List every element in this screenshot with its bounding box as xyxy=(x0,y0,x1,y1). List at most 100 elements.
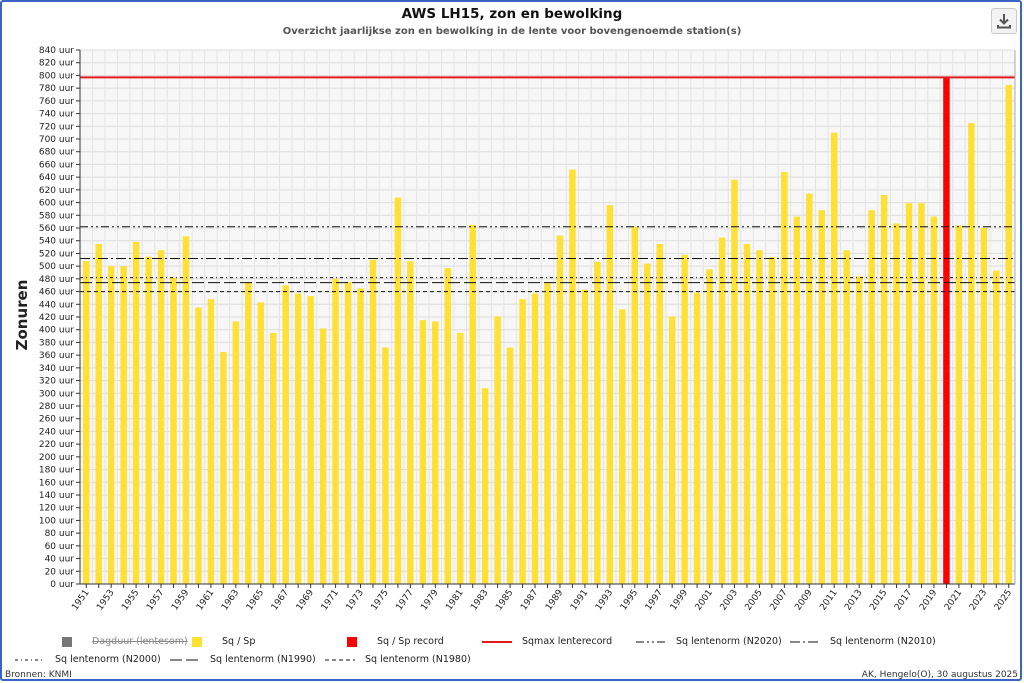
y-tick-label: 820 uur xyxy=(39,59,74,69)
bar-1970 xyxy=(319,328,327,584)
bar-1977 xyxy=(407,261,414,584)
y-tick-label: 220 uur xyxy=(39,440,74,450)
y-tick-label: 740 uur xyxy=(39,110,74,120)
bar-1993 xyxy=(606,205,614,584)
y-tick-label: 420 uur xyxy=(39,313,74,323)
x-tick-label: 1997 xyxy=(644,588,665,612)
x-tick-label: 2023 xyxy=(968,588,989,612)
legend-label: Sqmax lenterecord xyxy=(522,636,613,647)
y-tick-label: 600 uur xyxy=(39,199,74,209)
y-tick-label: 620 uur xyxy=(39,186,74,196)
y-tick-label: 560 uur xyxy=(39,224,74,234)
bar-2006 xyxy=(768,257,776,584)
y-tick-label: 800 uur xyxy=(39,71,74,81)
bar-1951 xyxy=(82,261,90,584)
x-tick-label: 1951 xyxy=(70,588,91,612)
x-tick-label: 2011 xyxy=(818,588,839,612)
y-tick-label: 340 uur xyxy=(39,364,74,374)
y-tick-label: 640 uur xyxy=(39,173,74,183)
sources-text: Bronnen: KNMI xyxy=(5,670,72,680)
bar-2014 xyxy=(868,210,875,584)
bar-2023 xyxy=(980,228,988,584)
y-tick-label: 840 uur xyxy=(39,46,74,56)
y-tick-label: 480 uur xyxy=(39,275,74,285)
bar-1995 xyxy=(631,226,639,584)
legend-label: Sq lentenorm (N2020) xyxy=(676,636,782,647)
y-tick-label: 780 uur xyxy=(39,84,74,94)
x-tick-label: 1977 xyxy=(394,588,415,612)
credit-text: AK, Hengelo(O), 30 augustus 2025 xyxy=(861,670,1018,680)
y-tick-label: 680 uur xyxy=(39,148,74,158)
bar-1965 xyxy=(257,302,265,584)
chart-title: AWS LH15, zon en bewolking xyxy=(401,6,623,22)
bar-1990 xyxy=(569,169,576,584)
bar-1998 xyxy=(668,316,676,584)
x-tick-label: 2017 xyxy=(893,588,914,612)
bar-1952 xyxy=(95,243,102,584)
bar-1991 xyxy=(581,289,589,584)
x-tick-label: 2001 xyxy=(694,588,715,612)
bar-2002 xyxy=(718,237,726,585)
legend-line-icon xyxy=(790,641,820,643)
y-tick-label: 700 uur xyxy=(39,135,74,145)
legend-line-icon xyxy=(636,641,666,643)
legend-label: Sq / Sp xyxy=(222,636,256,647)
bar-2009 xyxy=(806,193,813,584)
download-button[interactable] xyxy=(991,8,1017,34)
y-tick-label: 200 uur xyxy=(39,453,74,463)
y-axis-label: Zonuren xyxy=(13,279,31,351)
bar-1960 xyxy=(195,307,202,584)
bar-1963 xyxy=(232,321,240,584)
y-tick-label: 400 uur xyxy=(39,326,74,336)
bar-1971 xyxy=(332,278,339,584)
bar-1961 xyxy=(207,299,215,584)
x-tick-label: 2015 xyxy=(868,588,889,612)
bar-1985 xyxy=(506,347,514,584)
bar-1989 xyxy=(556,235,564,584)
y-tick-label: 440 uur xyxy=(39,300,74,310)
bar-1956 xyxy=(145,256,152,584)
y-tick-label: 140 uur xyxy=(39,491,74,501)
y-tick-label: 580 uur xyxy=(39,211,74,221)
bar-2000 xyxy=(693,292,701,584)
bar-1980 xyxy=(444,268,452,584)
legend-label: Sq lentenorm (N1990) xyxy=(210,654,316,665)
x-tick-label: 1991 xyxy=(569,588,590,612)
x-tick-label: 1961 xyxy=(195,588,216,612)
bar-2021 xyxy=(955,225,963,584)
bar-2017 xyxy=(905,203,913,584)
legend-label: Dagduur (lentesom) xyxy=(92,636,188,647)
bar-1975 xyxy=(382,347,389,584)
legend-label: Sq lentenorm (N2000) xyxy=(55,654,161,665)
x-tick-label: 2005 xyxy=(744,588,765,612)
bar-1992 xyxy=(594,261,601,584)
x-tick-label: 1999 xyxy=(669,588,690,613)
bar-2003 xyxy=(731,179,738,584)
bar-1988 xyxy=(544,283,551,584)
x-tick-label: 1995 xyxy=(619,588,640,612)
y-tick-label: 180 uur xyxy=(39,466,74,476)
bar-2018 xyxy=(918,203,925,584)
y-tick-label: 520 uur xyxy=(39,249,74,259)
y-tick-label: 120 uur xyxy=(39,504,74,514)
bar-1962 xyxy=(220,351,227,584)
legend-line-icon xyxy=(482,641,512,643)
download-icon xyxy=(997,14,1011,29)
bar-1974 xyxy=(369,259,377,584)
bar-2010 xyxy=(818,210,826,584)
bar-1972 xyxy=(344,282,352,584)
bar-2001 xyxy=(706,269,713,584)
bar-1987 xyxy=(531,293,539,584)
bar-1981 xyxy=(456,332,464,584)
y-tick-label: 20 uur xyxy=(45,567,75,577)
bar-1967 xyxy=(282,285,289,584)
bar-1969 xyxy=(307,296,314,584)
bar-2015 xyxy=(880,194,888,584)
bar-2005 xyxy=(756,250,763,584)
y-tick-label: 380 uur xyxy=(39,338,74,348)
x-tick-label: 2013 xyxy=(843,588,864,612)
x-tick-label: 1973 xyxy=(345,588,366,612)
y-tick-label: 360 uur xyxy=(39,351,74,361)
